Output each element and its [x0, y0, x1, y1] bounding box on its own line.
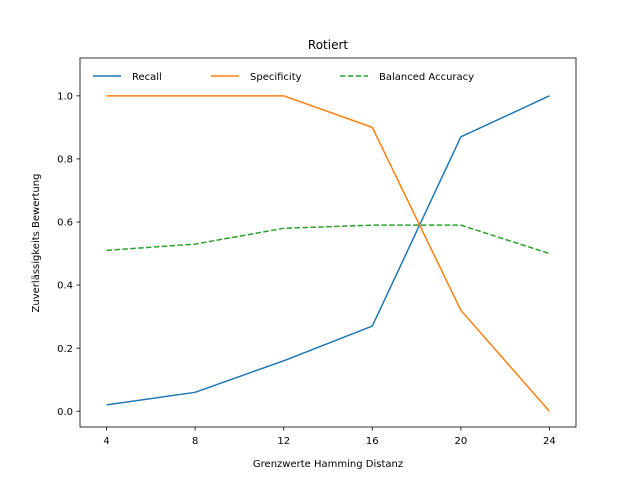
y-tick-label: 0.8	[57, 155, 73, 166]
x-tick-label: 4	[103, 436, 109, 447]
axes-frame	[79, 57, 577, 428]
plot-area: 4 8 12 16 20 24 0.0 0.2 0.4 0.6 0.8 1.0	[57, 57, 577, 447]
series-line-balanced-accuracy	[106, 224, 550, 255]
y-tick-label: 1.0	[57, 91, 73, 102]
series-line-specificity	[106, 95, 550, 412]
y-tick-label: 0.6	[57, 218, 73, 229]
y-tick-label: 0.4	[57, 281, 73, 292]
y-axis-label: Zuverlässigkeits Bewertung	[31, 174, 42, 313]
series-line-recall	[106, 95, 550, 406]
legend-label: Recall	[132, 72, 162, 83]
y-tick-label: 0.2	[57, 344, 73, 355]
y-tick-label: 0.0	[57, 407, 73, 418]
chart-title: Rotiert	[308, 38, 348, 52]
x-tick-label: 8	[192, 436, 198, 447]
x-tick-label: 20	[454, 436, 467, 447]
x-axis-label: Grenzwerte Hamming Distanz	[253, 459, 403, 470]
legend-label: Balanced Accuracy	[379, 72, 474, 83]
legend: Recall Specificity Balanced Accuracy	[93, 72, 474, 83]
x-tick-label: 12	[277, 436, 290, 447]
legend-label: Specificity	[250, 72, 302, 83]
x-tick-label: 24	[543, 436, 556, 447]
x-tick-label: 16	[366, 436, 379, 447]
